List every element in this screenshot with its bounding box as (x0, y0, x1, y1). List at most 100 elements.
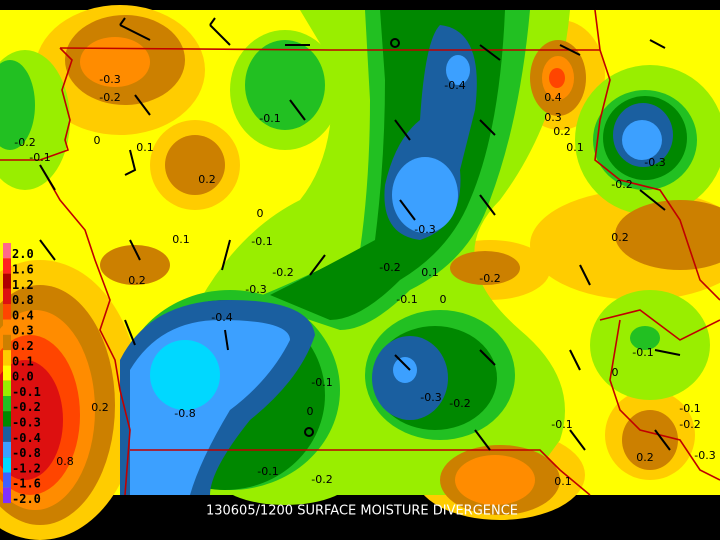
border (0, 47, 73, 161)
border (609, 319, 720, 481)
field-neg-0.8 (393, 357, 417, 383)
legend-label: 1.6 (12, 262, 34, 276)
border (594, 9, 720, 301)
contour-label: 0.3 (544, 111, 562, 124)
contour-label: -0.2 (272, 266, 293, 279)
field-0.2 (615, 200, 720, 270)
border (130, 449, 591, 496)
wind-barb (639, 189, 666, 211)
wind-barb (134, 94, 151, 116)
contour-labels: -0.3-0.2-0.2-0.100.10.2-0.1-0.40.40.30.2… (14, 73, 715, 488)
field-0.8 (0, 360, 63, 480)
contour-label: 0.2 (636, 451, 654, 464)
field-0.4 (549, 68, 565, 88)
contour-label: 0.2 (91, 401, 109, 414)
contour-label: -0.3 (414, 223, 435, 236)
field-0.3 (455, 455, 535, 505)
wind-barb (224, 329, 229, 351)
contour-label: -0.1 (632, 346, 653, 359)
contour-label: 0.2 (553, 125, 571, 138)
field-neg-0.2 (630, 326, 660, 350)
contour-label: -0.1 (311, 376, 332, 389)
field-neg-0.8 (446, 55, 470, 85)
contour-label: -0.1 (551, 418, 572, 431)
contour-label: -0.2 (14, 136, 35, 149)
wind-barb (479, 194, 496, 216)
contour-label: 0.1 (554, 475, 572, 488)
wind-barb (654, 429, 671, 451)
legend-swatch (3, 288, 11, 305)
legend-label: 0.3 (12, 324, 34, 338)
contour-label: 0 (612, 366, 619, 379)
contour-label: 0.2 (198, 173, 216, 186)
map-title: 130605/1200 SURFACE MOISTURE DIVERGENCE (206, 504, 518, 519)
contour-label: -0.1 (396, 293, 417, 306)
field-0.2 (100, 245, 170, 285)
contour-label: -0.1 (257, 465, 278, 478)
legend-label: 0.8 (12, 293, 34, 307)
legend-label: 2.0 (12, 247, 34, 261)
contour-label: 0.1 (172, 233, 190, 246)
legend-label: -1.2 (12, 461, 41, 475)
wind-barb (649, 39, 666, 49)
wind-barb (309, 254, 326, 276)
wind-barb (569, 429, 586, 451)
field-0.3 (80, 37, 150, 87)
contour-label: 0.1 (421, 266, 439, 279)
contour-label: 0 (94, 134, 101, 147)
legend-swatch (3, 457, 11, 473)
wind-barb (124, 319, 136, 346)
contour-label: -0.1 (259, 112, 280, 125)
legend-swatch (3, 273, 11, 289)
wind-barb (474, 429, 491, 451)
contour-label: -0.8 (174, 407, 195, 420)
legend-swatch (3, 365, 11, 381)
wind-barb (394, 119, 411, 141)
legend-swatch (3, 441, 11, 458)
wind-barb (569, 349, 581, 371)
contour-label: -0.3 (644, 156, 665, 169)
calm-marker (304, 427, 314, 437)
wind-barb (579, 264, 591, 286)
legend-label: -0.1 (12, 385, 41, 399)
legend-swatch (3, 472, 11, 488)
legend-label: 0.1 (12, 354, 34, 368)
wind-barb (209, 17, 231, 46)
contour-label: -0.4 (211, 311, 232, 324)
legend-label: 1.2 (12, 278, 34, 292)
wind-barb (129, 239, 141, 261)
wind-barb (559, 44, 581, 56)
contour-label: -0.3 (99, 73, 120, 86)
contour-label: -0.2 (479, 272, 500, 285)
wind-barb (479, 119, 496, 136)
contour-fill (0, 5, 720, 540)
field-neg-0.8 (392, 157, 458, 233)
field-neg-0.2 (245, 40, 325, 130)
legend-label: -0.2 (12, 400, 41, 414)
contour-label: -0.1 (29, 151, 50, 164)
legend-label: 0.4 (12, 308, 34, 322)
contour-label: 0.1 (136, 141, 154, 154)
contour-label: 0.1 (566, 141, 584, 154)
contour-label: -0.3 (420, 391, 441, 404)
contour-label: 0 (440, 293, 447, 306)
contour-label: -0.2 (449, 397, 470, 410)
contour-label: 0.2 (611, 231, 629, 244)
legend-label: -0.8 (12, 446, 41, 460)
wind-barb (221, 239, 231, 271)
legend-swatch (3, 319, 11, 335)
border (39, 164, 131, 496)
wind-barbs (39, 17, 681, 451)
contour-label: 0 (257, 207, 264, 220)
wind-barb (654, 349, 681, 356)
contour-label: -0.3 (245, 283, 266, 296)
legend-swatch (3, 487, 11, 504)
legend-swatch (3, 350, 11, 366)
wind-barb (119, 17, 151, 41)
legend-swatch (3, 243, 11, 259)
contour-label: -0.2 (99, 91, 120, 104)
field-0.2 (165, 135, 225, 195)
legend-label: -1.6 (12, 477, 41, 491)
field-neg-0.2 (0, 60, 35, 150)
